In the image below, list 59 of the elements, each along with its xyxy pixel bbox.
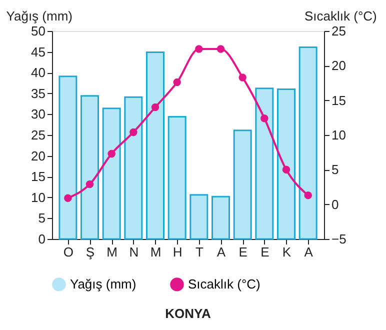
x-tick-label: H xyxy=(172,244,182,260)
bar xyxy=(80,95,99,240)
point xyxy=(195,45,203,53)
bar xyxy=(233,130,252,240)
y2-tick-label: 25 xyxy=(332,24,346,38)
y2-tick-label: 0 xyxy=(332,196,339,212)
y-tick-label: 20 xyxy=(31,148,46,164)
point xyxy=(282,166,290,174)
bar xyxy=(298,46,318,240)
bar xyxy=(255,88,274,240)
y-tick-label: 25 xyxy=(31,128,46,142)
y-axis-title: Yağış (mm) xyxy=(6,8,72,24)
point xyxy=(108,150,116,158)
y-tick-label: 0 xyxy=(38,232,46,246)
y-tick-label: 10 xyxy=(31,190,46,205)
point xyxy=(151,103,160,112)
x-tick-label: A xyxy=(304,244,314,260)
y2-tick-label: 20 xyxy=(332,58,346,74)
point xyxy=(216,45,225,53)
x-tick-label: M xyxy=(106,244,118,260)
y2-tick-label: −5 xyxy=(332,232,346,246)
x-tick-label: T xyxy=(195,244,204,260)
y-tick-label: 5 xyxy=(38,210,46,226)
y-tick-label: 50 xyxy=(31,24,46,38)
bar xyxy=(102,108,121,240)
bar xyxy=(58,76,78,240)
bar xyxy=(190,194,208,240)
legend-label: Sıcaklık (°C) xyxy=(188,276,260,292)
x-tick-label: K xyxy=(282,244,292,260)
bar xyxy=(168,116,186,240)
legend-label: Yağış (mm) xyxy=(70,276,136,292)
x-tick-label: M xyxy=(150,244,162,260)
x-tick-label: E xyxy=(260,244,270,260)
point xyxy=(260,114,268,122)
y2-tick-label: 10 xyxy=(332,128,346,142)
bar xyxy=(212,196,230,240)
x-tick-label: O xyxy=(63,244,74,260)
y-tick-label: 45 xyxy=(31,44,46,60)
y2-tick-label: 15 xyxy=(332,92,346,108)
bar xyxy=(146,51,164,240)
y-tick-label: 15 xyxy=(31,169,46,184)
point xyxy=(130,128,138,136)
y2-tick-label: 5 xyxy=(332,162,339,178)
y-tick-label: 30 xyxy=(31,106,46,122)
x-tick-label: E xyxy=(238,244,248,260)
point xyxy=(173,78,181,86)
y2-axis-title: Sıcaklık (°C) xyxy=(304,8,377,24)
x-tick-label: N xyxy=(129,244,139,260)
point xyxy=(64,194,72,202)
bar xyxy=(277,88,296,240)
x-tick-label: Ş xyxy=(86,244,95,260)
y-tick-label: 40 xyxy=(31,65,46,80)
point xyxy=(238,74,246,82)
point xyxy=(86,180,94,188)
x-tick-label: A xyxy=(216,244,226,260)
point xyxy=(304,191,312,200)
y-tick-label: 35 xyxy=(31,86,46,101)
bar xyxy=(124,96,143,240)
text: KONYA xyxy=(165,306,212,321)
